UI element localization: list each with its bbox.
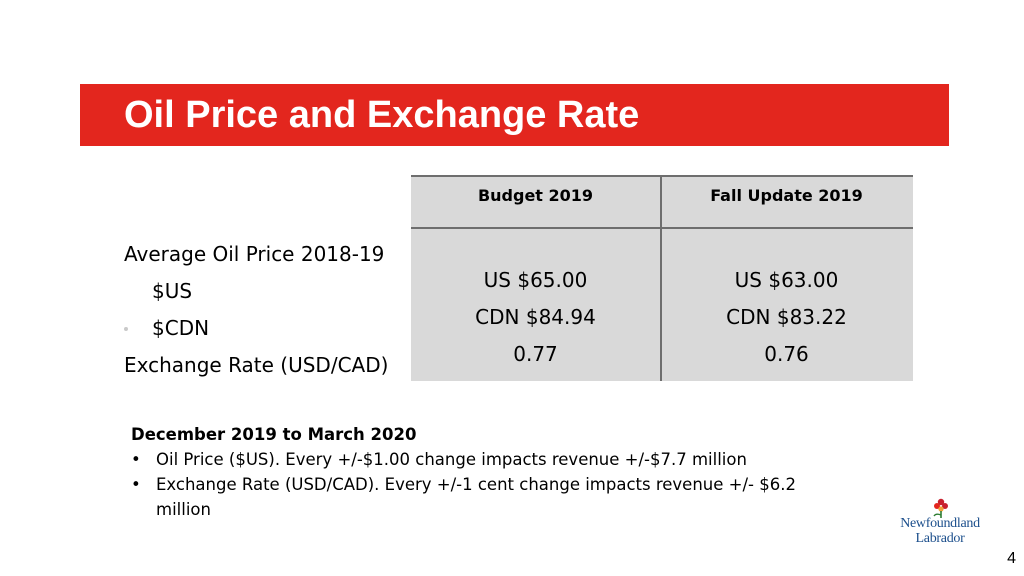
budget-us-value: US $65.00 xyxy=(483,268,588,292)
sensitivity-notes: December 2019 to March 2020 • Oil Price … xyxy=(131,422,836,522)
notes-heading: December 2019 to March 2020 xyxy=(131,425,417,444)
column-header-budget: Budget 2019 xyxy=(477,186,594,205)
label-oil-price: Average Oil Price 2018-19 xyxy=(124,242,385,266)
label-cdn-row: $CDN xyxy=(124,310,388,347)
column-values-budget: US $65.00 CDN $84.94 0.77 xyxy=(411,262,660,373)
column-values-fall-update: US $63.00 CDN $83.22 0.76 xyxy=(662,262,911,373)
row-labels: Average Oil Price 2018-19 $US $CDN Excha… xyxy=(124,236,388,384)
page-number: 4 xyxy=(1007,550,1016,567)
budget-cdn-value: CDN $84.94 xyxy=(475,305,596,329)
fall-cdn-value: CDN $83.22 xyxy=(726,305,847,329)
title-bar: Oil Price and Exchange Rate xyxy=(80,84,949,146)
budget-rate-value: 0.77 xyxy=(513,342,558,366)
label-cdn: $CDN xyxy=(152,316,210,340)
label-exchange-rate: Exchange Rate (USD/CAD) xyxy=(124,353,389,377)
logo-text-newfoundland: Newfoundland xyxy=(900,516,980,531)
bullet-icon: • xyxy=(131,475,141,494)
slide-title: Oil Price and Exchange Rate xyxy=(124,94,640,136)
bullet-icon: • xyxy=(131,450,141,469)
bullet-dot-icon xyxy=(124,327,128,331)
column-header-fall-update: Fall Update 2019 xyxy=(710,186,863,205)
fall-us-value: US $63.00 xyxy=(734,268,839,292)
fall-rate-value: 0.76 xyxy=(764,342,809,366)
pitcher-plant-icon xyxy=(933,498,948,518)
data-table xyxy=(411,175,913,381)
table-column-divider xyxy=(660,175,662,381)
list-item: • Exchange Rate (USD/CAD). Every +/-1 ce… xyxy=(131,472,836,522)
label-us: $US xyxy=(152,279,193,303)
note-oil-price: Oil Price ($US). Every +/-$1.00 change i… xyxy=(156,450,747,469)
table-top-border xyxy=(411,175,913,177)
list-item: • Oil Price ($US). Every +/-$1.00 change… xyxy=(131,447,836,472)
table-header-divider xyxy=(411,227,913,229)
logo-text-labrador: Labrador xyxy=(915,531,965,546)
note-exchange-rate: Exchange Rate (USD/CAD). Every +/-1 cent… xyxy=(156,475,796,519)
nl-government-logo: Newfoundland Labrador xyxy=(892,496,988,550)
